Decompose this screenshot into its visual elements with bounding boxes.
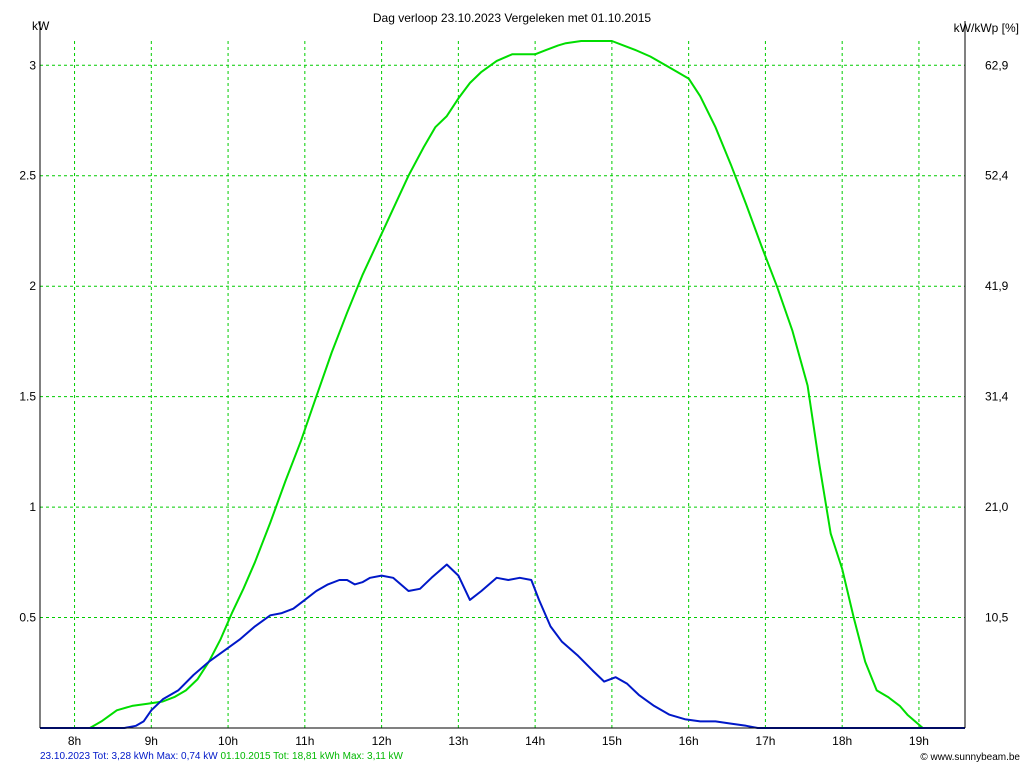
chart-summary: 23.10.2023 Tot: 3,28 kWh Max: 0,74 kW 01… [40,751,403,762]
chart-tick-labels: 8h 9h 10h 11h 12h 13h 14h 15h 16h 17h 18h 19h 0.5 10,… [19,58,1008,748]
y-right-tick-label: 31,4 [985,390,1009,404]
x-tick-label: 10h [218,734,238,748]
y-right-tick-label: 21,0 [985,500,1009,514]
y-tick-label: 1 [29,500,36,514]
chart-axes [39,21,966,729]
x-tick-label: 16h [679,734,699,748]
y-tick-label: 1.5 [19,390,36,404]
y-tick-label: 0.5 [19,611,36,625]
chart-grid [40,41,965,728]
x-tick-label: 12h [372,734,392,748]
chart-title: Dag verloop 23.10.2023 Vergeleken met 01… [372,11,652,25]
series-2015-summary: 01.10.2015 Tot: 18,81 kWh Max: 3,11 kW [220,751,403,762]
y-right-tick-label: 41,9 [985,279,1009,293]
right-axis-unit-label: kW/kWp [%] [953,21,1019,35]
x-tick-label: 11h [295,734,314,748]
y-right-tick-label: 10,5 [985,611,1009,625]
sunnybeam-credit: © www.sunnybeam.be [920,752,1020,763]
y-tick-label: 2.5 [19,169,36,183]
x-tick-label: 14h [525,734,545,748]
x-tick-label: 15h [602,734,622,748]
y-right-tick-label: 62,9 [985,58,1009,72]
y-tick-label: 2 [29,279,36,293]
series-line-01.10.2015 [40,40,965,729]
series-2023-summary: 23.10.2023 Tot: 3,28 kWh Max: 0,74 kW [40,751,218,762]
y-right-tick-label: 52,4 [985,169,1009,183]
x-tick-label: 17h [755,734,775,748]
chart-series [40,40,965,729]
x-tick-label: 18h [832,734,852,748]
x-tick-label: 8h [68,734,81,748]
y-tick-label: 3 [29,58,36,72]
x-tick-label: 19h [909,734,929,748]
series-line-23.10.2023 [40,563,965,729]
x-tick-label: 9h [145,734,158,748]
left-axis-unit-label: kW [32,19,50,33]
x-tick-label: 13h [448,734,468,748]
